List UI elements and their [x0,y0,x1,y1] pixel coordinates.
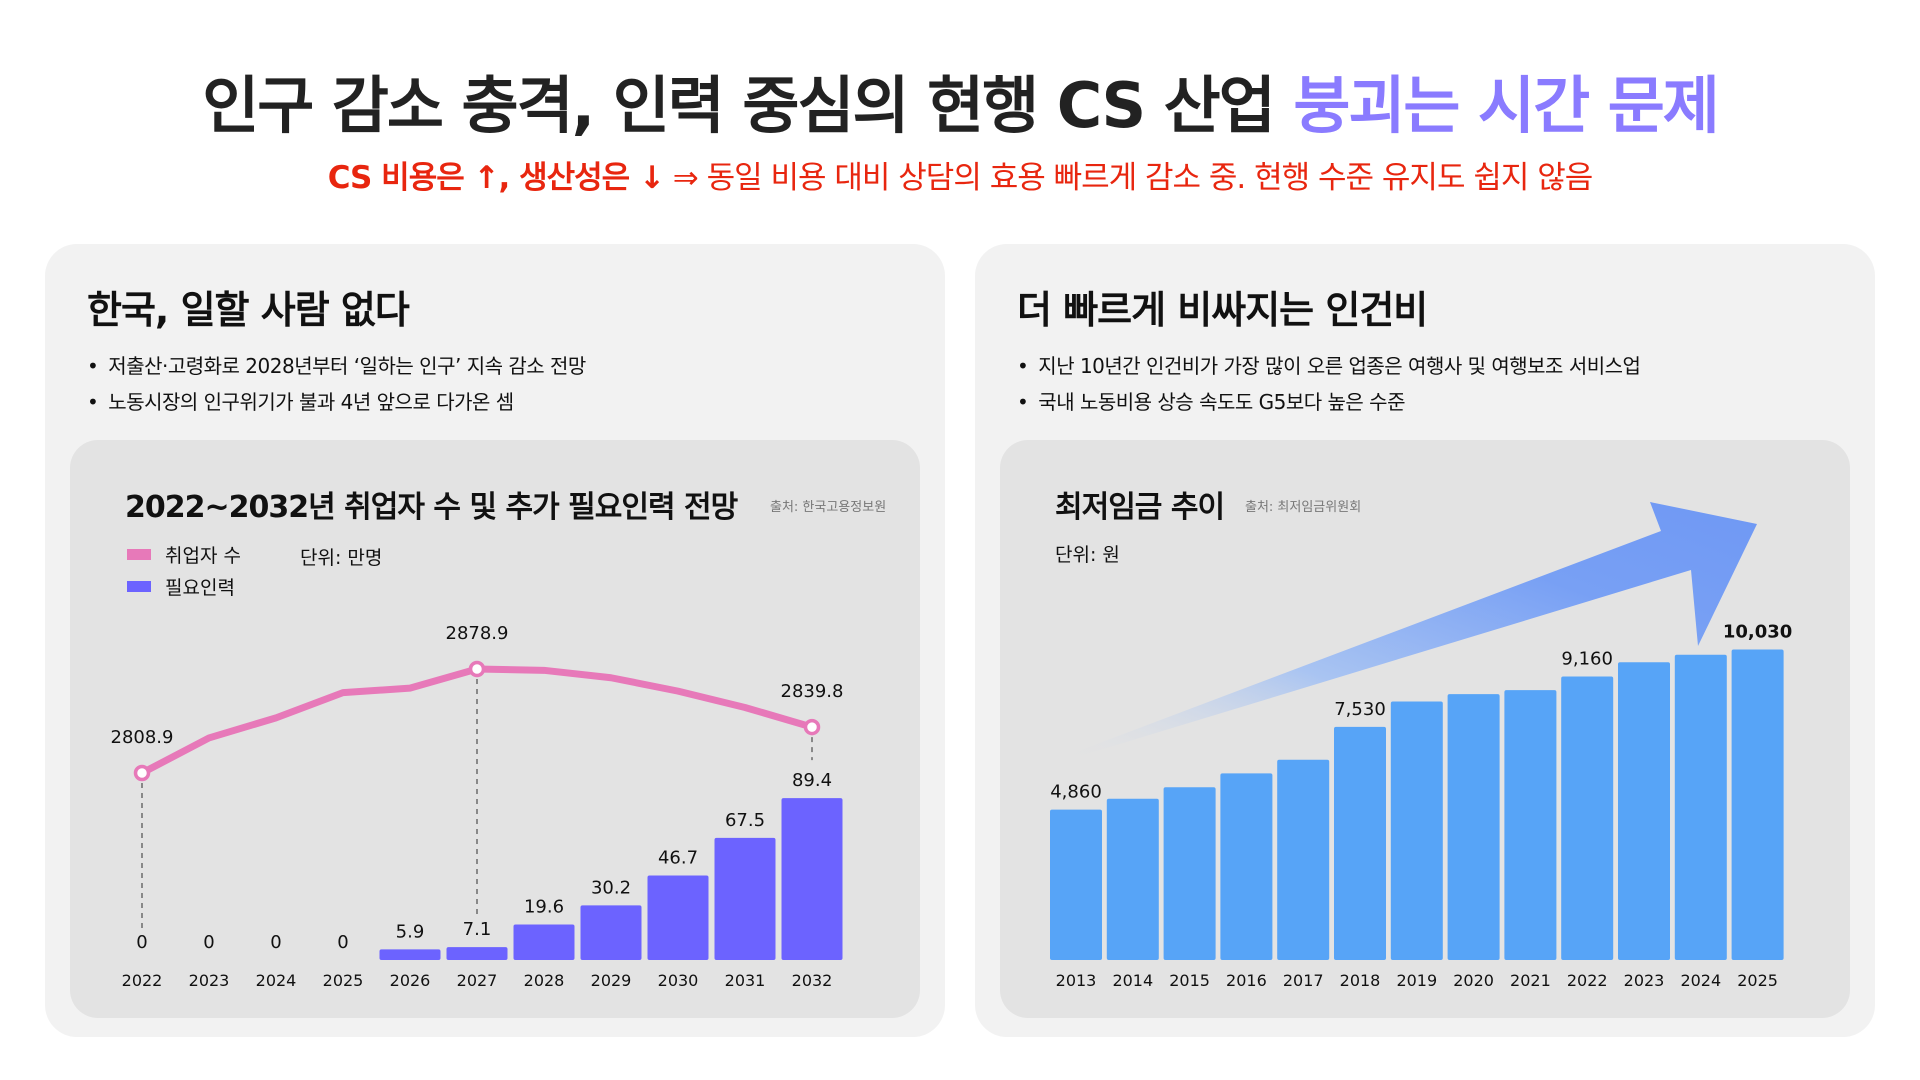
bar-wage-2014 [1106,798,1159,960]
bullet-item: 노동시장의 인구위기가 불과 4년 앞으로 다가온 셈 [87,384,586,420]
legend-item-required: 필요인력 [127,570,241,602]
wage-chart-card: 최저임금 추이 출처: 최저임금위원회 단위: 원 2013 2014 2015 20… [1000,440,1850,1018]
bar-required-2030 [647,875,709,960]
bar-wage-2020 [1447,694,1500,960]
x-tick-2023: 2023 [1624,971,1665,990]
bar-wage-2021 [1504,690,1557,960]
x-tick-2024: 2024 [1680,971,1721,990]
bar-wage-2016 [1220,773,1273,960]
legend-label: 필요인력 [165,576,235,599]
trend-arrow-icon [1060,502,1757,761]
employed-point-2032 [803,718,821,736]
x-tick-2018: 2018 [1340,971,1381,990]
wage-chart: 2013 2014 2015 2016 2017 2018 2019 2020 2021 2022… [1050,502,1792,990]
x-tick-2025: 2025 [1737,971,1778,990]
workforce-chart-title: 2022~2032년 취업자 수 및 추가 필요인력 전망 [125,490,738,525]
bar-label-2028: 19.6 [524,897,564,918]
bar-wage-2025 [1731,649,1784,960]
bar-wage-2022 [1561,676,1614,960]
bar-label-2026: 5.9 [396,921,425,942]
x-tick-2016: 2016 [1226,971,1267,990]
wage-label-2022: 9,160 [1561,648,1613,669]
x-tick-2028: 2028 [524,971,565,990]
bar-wage-2013 [1050,809,1102,960]
wage-panel: 더 빠르게 비싸지는 인건비 지난 10년간 인건비가 가장 많이 오른 업종은… [975,244,1875,1037]
workforce-chart-card: 2022~2032년 취업자 수 및 추가 필요인력 전망 출처: 한국고용정보… [70,440,920,1018]
bar-wage-2023 [1618,662,1670,960]
page-title-main: 인구 감소 충격, 인력 중심의 현행 CS 산업 [202,69,1294,142]
bullet-item: 국내 노동비용 상승 속도도 G5보다 높은 수준 [1017,384,1640,420]
employed-point-2027 [468,660,486,678]
x-tick-2019: 2019 [1396,971,1437,990]
legend-swatch-required [127,580,151,592]
bar-label-2027: 7.1 [463,919,492,940]
bar-label-2022: 0 [136,932,147,953]
x-tick-2024: 2024 [256,971,297,990]
x-tick-2013: 2013 [1056,971,1097,990]
bar-required-2032 [781,798,843,960]
x-tick-2027: 2027 [457,971,498,990]
workforce-chart-unit: 단위: 만명 [300,547,383,569]
workforce-legend: 취업자 수 필요인력 [127,538,241,602]
bar-required-2026 [379,949,441,960]
x-tick-2032: 2032 [792,971,833,990]
x-tick-2026: 2026 [390,971,431,990]
bar-required-2027 [446,947,508,960]
bullet-item: 저출산·고령화로 2028년부터 ‘일하는 인구’ 지속 감소 전망 [87,348,586,384]
x-tick-2014: 2014 [1112,971,1153,990]
employed-label-2032: 2839.8 [781,681,844,702]
x-tick-2022: 2022 [122,971,163,990]
page-subtitle: CS 비용은 ↑, 생산성은 ↓ ⇒ 동일 비용 대비 상담의 효용 빠르게 감… [0,152,1920,197]
wage-chart-title: 최저임금 추이 [1055,490,1225,525]
wage-chart-unit: 단위: 원 [1055,544,1120,566]
subtitle-rest: ⇒ 동일 비용 대비 상담의 효용 빠르게 감소 중. 현행 수준 유지도 쉽지… [663,160,1594,196]
bar-wage-2024 [1674,654,1727,960]
wage-label-2013: 4,860 [1050,782,1102,803]
workforce-chart: 0 2022 0 2023 0 2024 0 2025 5.9 2026 7.1 2027 19.6 20… [111,623,844,990]
x-tick-2022: 2022 [1567,971,1608,990]
bar-required-2028 [513,924,575,960]
bar-wage-2017 [1277,759,1330,960]
employed-point-2022 [133,764,151,782]
bar-label-2025: 0 [337,932,348,953]
x-tick-2025: 2025 [323,971,364,990]
legend-label: 취업자 수 [165,544,241,567]
legend-item-employed: 취업자 수 [127,538,241,570]
bullet-item: 지난 10년간 인건비가 가장 많이 오른 업종은 여행사 및 여행보조 서비스… [1017,348,1641,384]
x-tick-2029: 2029 [591,971,632,990]
workforce-bullets: 저출산·고령화로 2028년부터 ‘일하는 인구’ 지속 감소 전망 노동시장의… [87,348,586,420]
page-title: 인구 감소 충격, 인력 중심의 현행 CS 산업 붕괴는 시간 문제 [0,55,1920,145]
bar-wage-2018 [1334,726,1386,960]
bar-label-2031: 67.5 [725,810,765,831]
x-tick-2031: 2031 [725,971,766,990]
workforce-panel: 한국, 일할 사람 없다 저출산·고령화로 2028년부터 ‘일하는 인구’ 지… [45,244,945,1037]
x-tick-2020: 2020 [1453,971,1494,990]
workforce-heading: 한국, 일할 사람 없다 [87,288,410,332]
bar-wage-2015 [1163,787,1216,960]
bar-label-2023: 0 [203,932,214,953]
bar-label-2032: 89.4 [792,770,832,791]
wage-label-2025: 10,030 [1723,622,1792,643]
bar-label-2024: 0 [270,932,281,953]
wage-bullets: 지난 10년간 인건비가 가장 많이 오른 업종은 여행사 및 여행보조 서비스… [1017,348,1641,420]
bar-label-2030: 46.7 [658,847,698,868]
legend-swatch-employed [127,548,151,560]
wage-label-2018: 7,530 [1334,699,1386,720]
x-tick-2023: 2023 [189,971,230,990]
workforce-chart-source: 출처: 한국고용정보원 [770,500,887,515]
bar-wage-2019 [1390,701,1443,960]
bar-required-2031 [714,837,776,960]
x-tick-2015: 2015 [1169,971,1210,990]
employed-label-2027: 2878.9 [446,623,509,644]
x-tick-2017: 2017 [1283,971,1324,990]
x-tick-2021: 2021 [1510,971,1551,990]
wage-heading: 더 빠르게 비싸지는 인건비 [1017,288,1428,332]
subtitle-emphasis: CS 비용은 ↑, 생산성은 ↓ [327,160,665,196]
wage-chart-source: 출처: 최저임금위원회 [1245,500,1362,515]
bar-required-2029 [580,905,642,960]
employed-label-2022: 2808.9 [111,727,174,748]
x-tick-2030: 2030 [658,971,699,990]
bar-label-2029: 30.2 [591,877,631,898]
page-title-accent: 붕괴는 시간 문제 [1293,69,1719,142]
